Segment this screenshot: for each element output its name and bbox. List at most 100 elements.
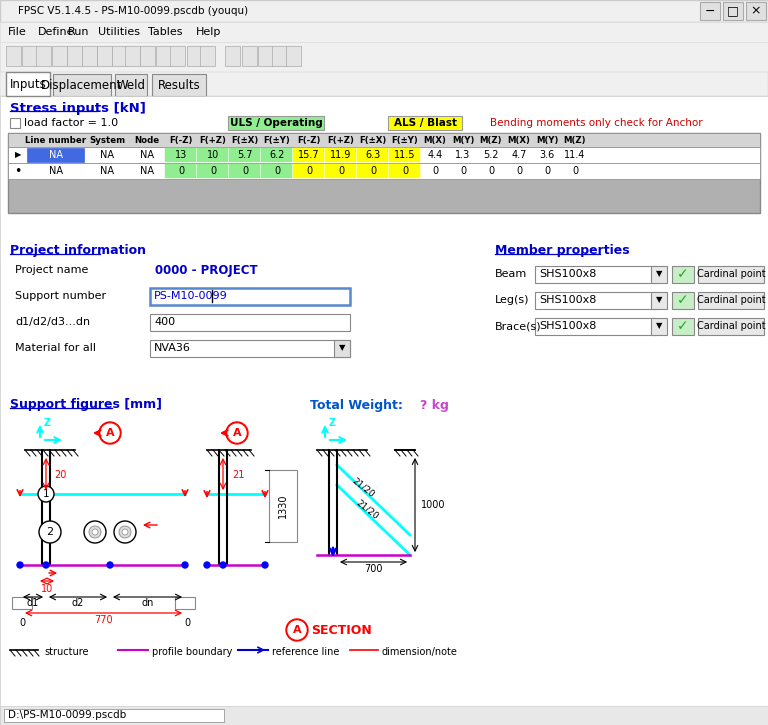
Text: Bending moments only check for Anchor: Bending moments only check for Anchor — [490, 118, 703, 128]
Circle shape — [262, 562, 268, 568]
FancyBboxPatch shape — [698, 318, 764, 335]
Circle shape — [114, 521, 136, 543]
Text: 11.5: 11.5 — [394, 150, 415, 160]
FancyBboxPatch shape — [651, 292, 667, 309]
FancyBboxPatch shape — [170, 46, 185, 66]
Circle shape — [286, 619, 308, 641]
FancyBboxPatch shape — [698, 292, 764, 309]
Text: Z: Z — [329, 418, 336, 428]
FancyBboxPatch shape — [746, 2, 766, 20]
Circle shape — [84, 521, 106, 543]
Text: Cardinal point: Cardinal point — [697, 321, 766, 331]
Text: D:\PS-M10-0099.pscdb: D:\PS-M10-0099.pscdb — [8, 710, 126, 720]
Text: 2: 2 — [46, 527, 54, 537]
Text: Inputs: Inputs — [10, 78, 46, 91]
Text: 0: 0 — [572, 166, 578, 176]
FancyBboxPatch shape — [82, 46, 97, 66]
FancyBboxPatch shape — [97, 46, 112, 66]
Text: Displacement: Displacement — [41, 78, 123, 91]
Text: F(±X): F(±X) — [359, 136, 386, 144]
FancyBboxPatch shape — [112, 46, 127, 66]
Circle shape — [288, 621, 306, 639]
Circle shape — [220, 562, 226, 568]
FancyBboxPatch shape — [672, 292, 694, 309]
Text: 0: 0 — [274, 166, 280, 176]
Text: M(X): M(X) — [424, 136, 446, 144]
FancyBboxPatch shape — [286, 46, 301, 66]
FancyBboxPatch shape — [156, 46, 171, 66]
Text: ▼: ▼ — [656, 270, 662, 278]
Text: □: □ — [727, 4, 739, 17]
FancyBboxPatch shape — [672, 266, 694, 283]
Text: 0: 0 — [306, 166, 312, 176]
Text: 3.6: 3.6 — [539, 150, 554, 160]
FancyBboxPatch shape — [175, 597, 195, 609]
Text: Support figures [mm]: Support figures [mm] — [10, 397, 162, 410]
FancyBboxPatch shape — [242, 46, 257, 66]
FancyBboxPatch shape — [0, 0, 768, 22]
FancyBboxPatch shape — [200, 46, 215, 66]
FancyBboxPatch shape — [8, 133, 760, 213]
Text: NA: NA — [140, 166, 154, 176]
Text: ? kg: ? kg — [420, 399, 449, 412]
Text: 770: 770 — [94, 615, 113, 625]
FancyBboxPatch shape — [27, 148, 84, 162]
Text: Node: Node — [134, 136, 160, 144]
Text: −: − — [705, 4, 715, 17]
Text: F(+Z): F(+Z) — [328, 136, 355, 144]
FancyBboxPatch shape — [225, 46, 240, 66]
FancyBboxPatch shape — [12, 597, 32, 609]
Text: Z: Z — [44, 418, 51, 428]
Text: M(Z): M(Z) — [564, 136, 586, 144]
FancyBboxPatch shape — [293, 164, 324, 178]
FancyBboxPatch shape — [258, 46, 273, 66]
FancyBboxPatch shape — [0, 706, 768, 725]
FancyBboxPatch shape — [152, 74, 206, 96]
Text: A: A — [293, 625, 301, 635]
FancyBboxPatch shape — [8, 133, 760, 147]
FancyBboxPatch shape — [334, 340, 350, 357]
Text: 0: 0 — [184, 618, 190, 628]
Text: d2: d2 — [72, 598, 84, 608]
Text: d1/d2/d3...dn: d1/d2/d3...dn — [15, 317, 90, 327]
Text: F(+Z): F(+Z) — [200, 136, 227, 144]
Text: ▶: ▶ — [15, 151, 22, 160]
Text: 0: 0 — [432, 166, 438, 176]
Text: 0: 0 — [210, 166, 216, 176]
Text: M(Y): M(Y) — [452, 136, 474, 144]
Text: Utilities: Utilities — [98, 27, 140, 37]
FancyBboxPatch shape — [67, 46, 82, 66]
Text: 6.2: 6.2 — [270, 150, 285, 160]
FancyBboxPatch shape — [698, 266, 764, 283]
Text: NVA36: NVA36 — [154, 343, 191, 353]
Text: 0: 0 — [178, 166, 184, 176]
Text: F(±Y): F(±Y) — [263, 136, 290, 144]
Text: ▼: ▼ — [339, 344, 346, 352]
FancyBboxPatch shape — [165, 164, 196, 178]
Text: 20: 20 — [54, 470, 66, 480]
FancyBboxPatch shape — [229, 164, 260, 178]
FancyBboxPatch shape — [325, 148, 356, 162]
Text: M(Z): M(Z) — [480, 136, 502, 144]
Text: 11.4: 11.4 — [564, 150, 586, 160]
FancyBboxPatch shape — [52, 46, 67, 66]
Text: 0: 0 — [338, 166, 344, 176]
Text: NA: NA — [100, 166, 114, 176]
Text: Tables: Tables — [148, 27, 183, 37]
Text: Leg(s): Leg(s) — [495, 295, 529, 305]
Text: dimension/note: dimension/note — [382, 647, 458, 657]
Text: 13: 13 — [175, 150, 187, 160]
FancyBboxPatch shape — [36, 46, 51, 66]
Text: Project name: Project name — [15, 265, 88, 275]
Text: structure: structure — [44, 647, 88, 657]
Circle shape — [38, 486, 54, 502]
Text: File: File — [8, 27, 27, 37]
Text: 21/20: 21/20 — [354, 499, 380, 521]
Text: M(Y): M(Y) — [536, 136, 558, 144]
FancyBboxPatch shape — [0, 22, 768, 42]
FancyBboxPatch shape — [723, 2, 743, 20]
Text: F(-Z): F(-Z) — [297, 136, 321, 144]
FancyBboxPatch shape — [261, 148, 292, 162]
Text: NA: NA — [140, 150, 154, 160]
Text: 15.7: 15.7 — [298, 150, 319, 160]
